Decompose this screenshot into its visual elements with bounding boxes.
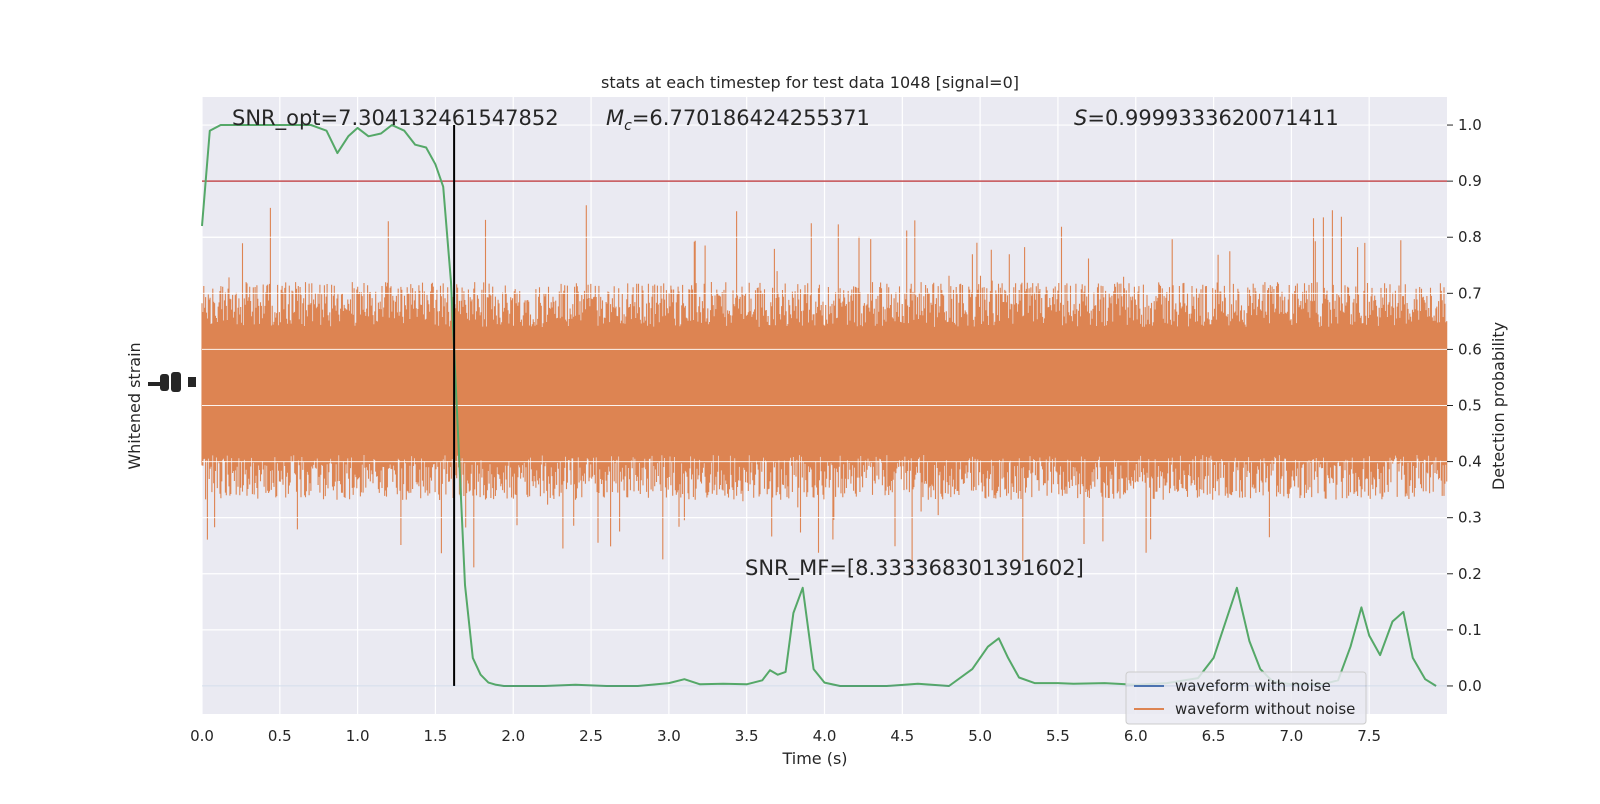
chart-title: stats at each timestep for test data 104… — [601, 73, 1019, 92]
snr-mf-annotation: SNR_MF=[8.333368301391602] — [745, 556, 1084, 581]
x-tick-label: 1.5 — [424, 727, 448, 745]
y-tick-label: 0.6 — [1458, 340, 1482, 358]
x-tick-label: 4.5 — [890, 727, 914, 745]
x-tick-label: 0.5 — [268, 727, 292, 745]
y-tick-label: 0.7 — [1458, 284, 1482, 302]
snr-opt-annotation: SNR_opt=7.304132461547852 — [232, 106, 559, 131]
x-axis-label: Time (s) — [781, 749, 847, 768]
x-tick-label: 5.5 — [1046, 727, 1070, 745]
x-tick-label: 7.5 — [1357, 727, 1381, 745]
legend: waveform with noise waveform without noi… — [1125, 671, 1367, 725]
x-tick-label: 6.5 — [1202, 727, 1226, 745]
y-tick-label: 0.5 — [1458, 397, 1482, 415]
x-tick-label: 7.0 — [1279, 727, 1303, 745]
y-tick-label: 0.2 — [1458, 565, 1482, 583]
legend-label-without-noise: waveform without noise — [1175, 700, 1355, 718]
x-tick-label: 2.5 — [579, 727, 603, 745]
x-tick-label: 3.0 — [657, 727, 681, 745]
y-tick-label: 0.1 — [1458, 621, 1482, 639]
y-tick-label: 0.9 — [1458, 172, 1482, 190]
y-tick-label: 0.0 — [1458, 677, 1482, 695]
chirp-mass-annotation: Mc=6.770186424255371 — [606, 106, 870, 134]
x-axis-ticks: 0.0 0.5 1.0 1.5 2.0 2.5 3.0 3.5 4.0 4.5 5.0 5.5 6.0 6… — [190, 727, 1381, 745]
y-right-axis-ticks: 0.0 0.1 0.2 0.3 0.4 0.5 0.6 0.7 0.8 0.9 1.0 — [1447, 116, 1482, 695]
x-tick-label: 5.0 — [968, 727, 992, 745]
x-tick-label: 2.0 — [501, 727, 525, 745]
y-tick-label: 0.4 — [1458, 453, 1482, 471]
y-axis-left-label: Whitened strain — [125, 342, 144, 469]
x-tick-label: 1.0 — [346, 727, 370, 745]
x-tick-label: 3.5 — [735, 727, 759, 745]
x-tick-label: 4.0 — [813, 727, 837, 745]
legend-label-with-noise: waveform with noise — [1175, 677, 1331, 695]
x-tick-label: 0.0 — [190, 727, 214, 745]
y-tick-label: 0.8 — [1458, 228, 1482, 246]
noise-trace — [201, 205, 1448, 575]
y-tick-label: 1.0 — [1458, 116, 1482, 134]
x-tick-label: 6.0 — [1124, 727, 1148, 745]
y-tick-label: 0.3 — [1458, 509, 1482, 527]
left-axis-artifact — [148, 372, 196, 392]
score-annotation: S=0.9999333620071411 — [1074, 106, 1339, 130]
y-axis-right-label: Detection probability — [1489, 322, 1508, 490]
